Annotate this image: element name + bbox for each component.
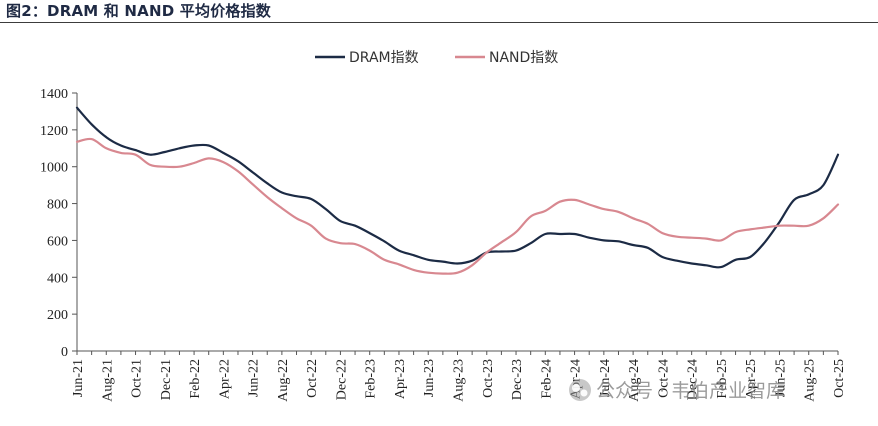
x-tick-label: Dec-24 — [686, 359, 701, 400]
x-tick-label: Oct-23 — [481, 359, 496, 398]
chart-axes — [76, 93, 838, 352]
y-tick-label: 400 — [47, 271, 68, 286]
x-tick-label: Aug-25 — [803, 359, 818, 402]
y-tick-label: 800 — [47, 198, 68, 213]
watermark-text: 公众号 · 韦伯产业智库 — [596, 380, 785, 402]
y-tick-label: 200 — [47, 308, 68, 323]
x-tick-label: Oct-21 — [130, 359, 145, 398]
x-tick-label: Jun-24 — [598, 359, 613, 397]
legend: DRAM指数 NAND指数 — [315, 50, 558, 66]
x-tick-label: Aug-22 — [276, 359, 291, 402]
x-tick-label: Aug-21 — [100, 359, 115, 402]
x-tick-label: Feb-22 — [188, 359, 203, 399]
y-tick-label: 600 — [47, 234, 68, 249]
x-tick-label: Dec-21 — [159, 359, 174, 400]
x-tick-label: Aug-23 — [452, 359, 467, 402]
y-tick-label: 1200 — [40, 124, 68, 139]
series-lines — [75, 106, 840, 275]
x-tick-label: Feb-25 — [715, 359, 730, 399]
legend-label-dram: DRAM指数 — [349, 50, 419, 66]
x-tick-label: Oct-22 — [305, 359, 320, 398]
x-tick-label: Feb-24 — [539, 359, 554, 399]
x-tick-label: Apr-23 — [393, 359, 408, 399]
legend-label-nand: NAND指数 — [489, 50, 558, 66]
title-rule — [0, 22, 878, 23]
x-tick-label: Jun-22 — [247, 359, 262, 397]
x-tick-label: Jun-21 — [71, 359, 86, 397]
watermark: 公众号 · 韦伯产业智库 — [569, 379, 785, 402]
series-line-nand — [75, 137, 840, 275]
x-tick-label: Apr-22 — [217, 359, 232, 399]
y-axis-ticks: 0 200 400 600 800 1000 1200 1400 — [40, 87, 77, 360]
x-tick-label: Jun-23 — [422, 359, 437, 397]
x-tick-label: Oct-24 — [656, 359, 671, 398]
y-tick-label: 1000 — [40, 161, 68, 176]
x-tick-label: Apr-25 — [744, 359, 759, 399]
x-tick-label: Dec-22 — [334, 359, 349, 400]
wechat-icon — [569, 379, 591, 401]
x-tick-label: Aug-24 — [627, 359, 642, 402]
x-tick-label: Dec-23 — [510, 359, 525, 400]
x-tick-label: Jun-25 — [773, 359, 788, 397]
y-tick-label: 1400 — [40, 87, 68, 102]
y-tick-label: 0 — [61, 345, 68, 360]
figure-title: 图2：DRAM 和 NAND 平均价格指数 — [6, 2, 272, 20]
series-line-dram — [75, 106, 840, 269]
x-tick-label: Oct-25 — [832, 359, 847, 398]
x-tick-label: Feb-23 — [364, 359, 379, 399]
